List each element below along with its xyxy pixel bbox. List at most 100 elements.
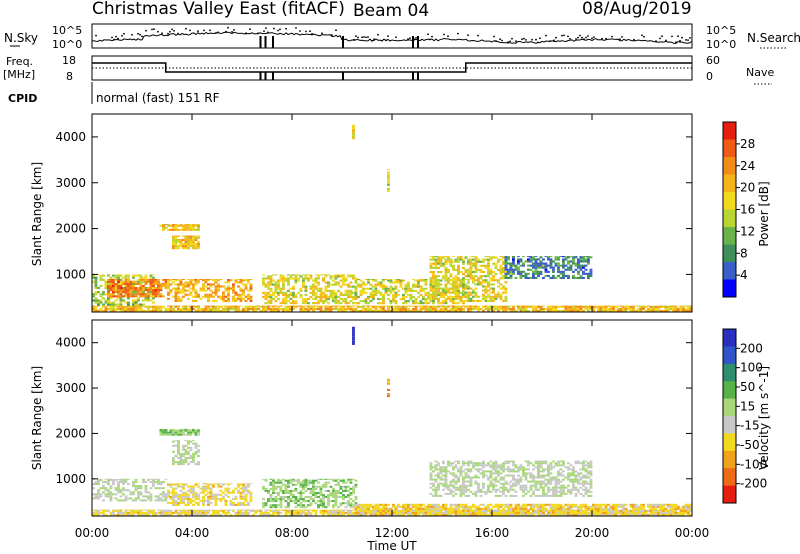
heatmap-cell xyxy=(169,485,173,488)
heatmap-cell xyxy=(292,285,295,288)
heatmap-cell xyxy=(607,305,610,307)
heatmap-cell xyxy=(244,307,248,310)
heatmap-cell xyxy=(197,463,200,466)
heatmap-cell xyxy=(147,295,150,298)
heatmap-cell xyxy=(359,505,363,508)
heatmap-cell xyxy=(472,305,475,308)
heatmap-cell xyxy=(487,256,490,258)
heatmap-cell xyxy=(182,307,185,310)
heatmap-cell xyxy=(564,256,568,259)
heatmap-cell xyxy=(469,291,473,294)
heatmap-cell xyxy=(547,274,550,277)
heatmap-cell xyxy=(354,309,358,312)
heatmap-cell xyxy=(539,307,543,310)
heatmap-cell xyxy=(529,258,533,261)
heatmap-cell xyxy=(337,281,340,284)
heatmap-cell xyxy=(244,493,248,496)
heatmap-cell xyxy=(179,489,183,492)
heatmap-cell xyxy=(277,279,280,282)
heatmap-cell xyxy=(337,492,340,494)
heatmap-cell xyxy=(174,483,178,485)
heatmap-cell xyxy=(382,507,385,510)
heatmap-cell xyxy=(312,483,315,486)
heatmap-cell xyxy=(177,283,180,286)
heatmap-cell xyxy=(292,302,295,305)
heatmap-cell xyxy=(279,509,283,511)
heatmap-cell xyxy=(219,309,223,312)
heatmap-cell xyxy=(204,509,208,512)
heatmap-cell xyxy=(354,287,358,290)
heatmap-cell xyxy=(297,279,300,282)
heatmap-cell xyxy=(194,224,198,225)
heatmap-cell xyxy=(584,305,588,308)
heatmap-cell xyxy=(599,309,603,312)
heatmap-cell xyxy=(439,262,443,265)
heatmap-cell xyxy=(437,281,440,284)
heatmap-cell xyxy=(544,262,548,265)
heatmap-cell xyxy=(359,293,363,296)
heatmap-cell xyxy=(387,175,390,178)
heatmap-cell xyxy=(134,287,138,290)
heatmap-cell xyxy=(589,274,593,277)
heatmap-cell xyxy=(327,509,330,512)
heatmap-cell xyxy=(444,305,448,308)
heatmap-cell xyxy=(242,283,245,286)
noise-point xyxy=(265,27,267,29)
heatmap-cell xyxy=(424,507,428,510)
heatmap-cell xyxy=(532,511,535,514)
heatmap-cell xyxy=(552,274,555,277)
heatmap-cell xyxy=(299,509,303,511)
heatmap-cell xyxy=(304,500,308,503)
heatmap-cell xyxy=(334,291,338,294)
heatmap-cell xyxy=(142,303,145,306)
heatmap-cell xyxy=(249,497,253,500)
noise-point xyxy=(295,27,297,29)
heatmap-cell xyxy=(447,514,450,516)
heatmap-cell xyxy=(452,300,455,303)
heatmap-cell xyxy=(177,297,180,300)
heatmap-cell xyxy=(237,511,240,514)
heatmap-cell xyxy=(222,483,225,486)
heatmap-cell xyxy=(202,509,205,511)
heatmap-cell xyxy=(279,487,283,490)
heatmap-cell xyxy=(367,279,370,280)
heatmap-cell xyxy=(162,481,165,484)
heatmap-cell xyxy=(619,307,623,310)
heatmap-cell xyxy=(162,285,165,288)
heatmap-cell xyxy=(124,282,128,285)
heatmap-cell xyxy=(367,511,370,514)
heatmap-cell xyxy=(482,503,485,506)
heatmap-cell xyxy=(349,300,353,303)
heatmap-cell xyxy=(432,279,435,282)
heatmap-cell xyxy=(129,289,133,292)
heatmap-cell xyxy=(262,511,265,514)
heatmap-cell xyxy=(307,509,310,511)
heatmap-cell xyxy=(504,256,508,259)
heatmap-cell xyxy=(479,260,483,263)
heatmap-cell xyxy=(487,281,490,284)
heatmap-cell xyxy=(119,479,123,481)
heatmap-cell xyxy=(304,479,308,482)
heatmap-cell xyxy=(397,509,400,512)
heatmap-cell xyxy=(162,282,165,285)
heatmap-cell xyxy=(92,514,95,516)
heatmap-cell xyxy=(372,511,375,514)
heatmap-cell xyxy=(219,489,223,492)
heatmap-cell xyxy=(357,309,360,312)
heatmap-cell xyxy=(292,483,295,486)
freq-panel xyxy=(91,55,693,81)
heatmap-cell xyxy=(184,444,188,447)
heatmap-cell xyxy=(192,509,195,511)
heatmap-cell xyxy=(452,277,455,280)
heatmap-cell xyxy=(497,509,500,512)
heatmap-cell xyxy=(212,307,215,310)
heatmap-cell xyxy=(472,307,475,310)
heatmap-cell xyxy=(499,307,503,310)
heatmap-cell xyxy=(149,282,153,285)
heatmap-cell xyxy=(177,497,180,500)
heatmap-cell xyxy=(102,305,105,308)
heatmap-cell xyxy=(209,501,213,504)
heatmap-cell xyxy=(442,302,445,305)
heatmap-cell xyxy=(104,487,108,490)
heatmap-cell xyxy=(147,279,150,281)
